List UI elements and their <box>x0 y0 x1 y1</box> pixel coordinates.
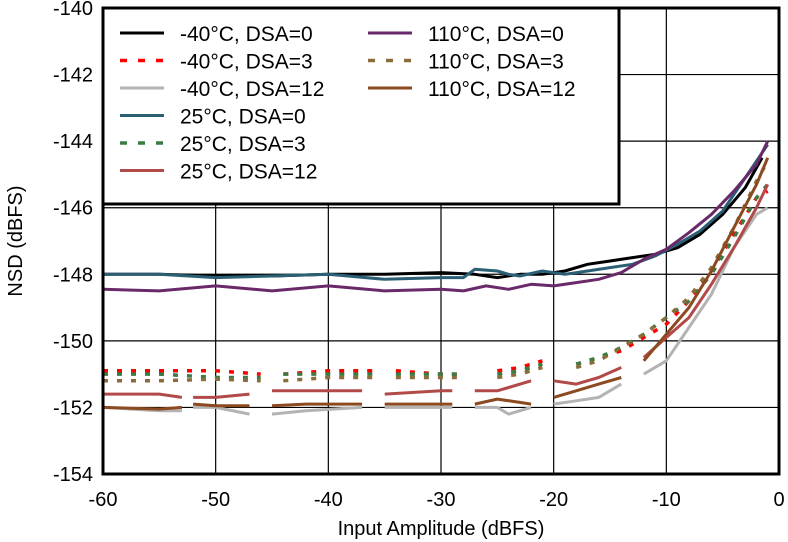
series-line <box>643 206 769 376</box>
y-tick-labels: -154 -152 -150 -148 -146 -144 -142 -140 <box>53 0 93 486</box>
y-tick-label: -144 <box>53 131 93 153</box>
series-line <box>102 140 770 293</box>
y-tick-label: -152 <box>53 397 93 419</box>
legend-label: 25°C, DSA=0 <box>180 106 306 129</box>
series-line <box>103 392 183 399</box>
x-tick-label: 0 <box>773 489 784 511</box>
series-line <box>103 369 261 376</box>
legend-label: 110°C, DSA=12 <box>428 78 576 101</box>
series-layer <box>102 140 770 416</box>
y-tick-label: -148 <box>53 264 93 286</box>
series-25c-dsa-0 <box>103 143 769 281</box>
series-line <box>193 392 250 399</box>
series-line <box>271 402 363 408</box>
series-line <box>553 366 622 386</box>
series-110c-dsa-3 <box>103 160 770 383</box>
series-line <box>474 397 532 406</box>
series-25c-dsa-3 <box>103 183 770 380</box>
y-tick-label: -150 <box>53 331 93 353</box>
series-line <box>193 405 250 416</box>
series-line <box>642 183 770 359</box>
series-line <box>103 143 769 281</box>
x-tick-label: -50 <box>201 489 230 511</box>
legend-label: 25°C, DSA=12 <box>180 161 317 184</box>
series-110c-dsa-12 <box>102 157 770 411</box>
series-25c-dsa-12 <box>103 183 770 399</box>
series-line <box>474 405 532 416</box>
series-line <box>271 405 363 416</box>
series-line <box>575 189 769 366</box>
legend: -40°C, DSA=0 -40°C, DSA=3 -40°C, DSA=12 25°… <box>101 6 621 206</box>
legend-label: 110°C, DSA=3 <box>428 51 564 74</box>
series-110c-dsa-0 <box>102 140 770 293</box>
legend-label: -40°C, DSA=12 <box>180 78 324 101</box>
series-line <box>642 157 770 362</box>
series-line <box>103 372 261 380</box>
legend-box <box>101 6 621 206</box>
series-line <box>102 405 183 411</box>
series-line <box>553 376 622 399</box>
series-line <box>384 389 453 396</box>
x-axis-title: Input Amplitude (dBFS) <box>338 518 545 540</box>
y-tick-label: -140 <box>53 0 93 20</box>
x-tick-label: -30 <box>427 489 456 511</box>
y-tick-label: -154 <box>53 464 93 486</box>
y-axis-title: NSD (dBFS) <box>5 185 27 296</box>
legend-label: -40°C, DSA=0 <box>180 23 313 46</box>
x-tick-labels: -60 -50 -40 -30 -20 -10 0 <box>89 489 785 511</box>
x-tick-label: -40 <box>314 489 343 511</box>
series-line <box>575 183 770 366</box>
legend-label: 25°C, DSA=3 <box>180 133 306 156</box>
x-tick-label: -10 <box>652 489 681 511</box>
x-tick-label: -60 <box>89 489 118 511</box>
x-tick-label: -20 <box>539 489 568 511</box>
legend-label: 110°C, DSA=0 <box>428 23 564 46</box>
series-line <box>103 377 261 383</box>
y-tick-label: -146 <box>53 198 93 220</box>
y-tick-label: -142 <box>53 65 93 87</box>
legend-label: -40°C, DSA=3 <box>180 51 313 74</box>
series-line <box>192 402 250 408</box>
series-line <box>553 382 623 406</box>
series-line <box>283 375 374 383</box>
series-line <box>474 379 532 393</box>
